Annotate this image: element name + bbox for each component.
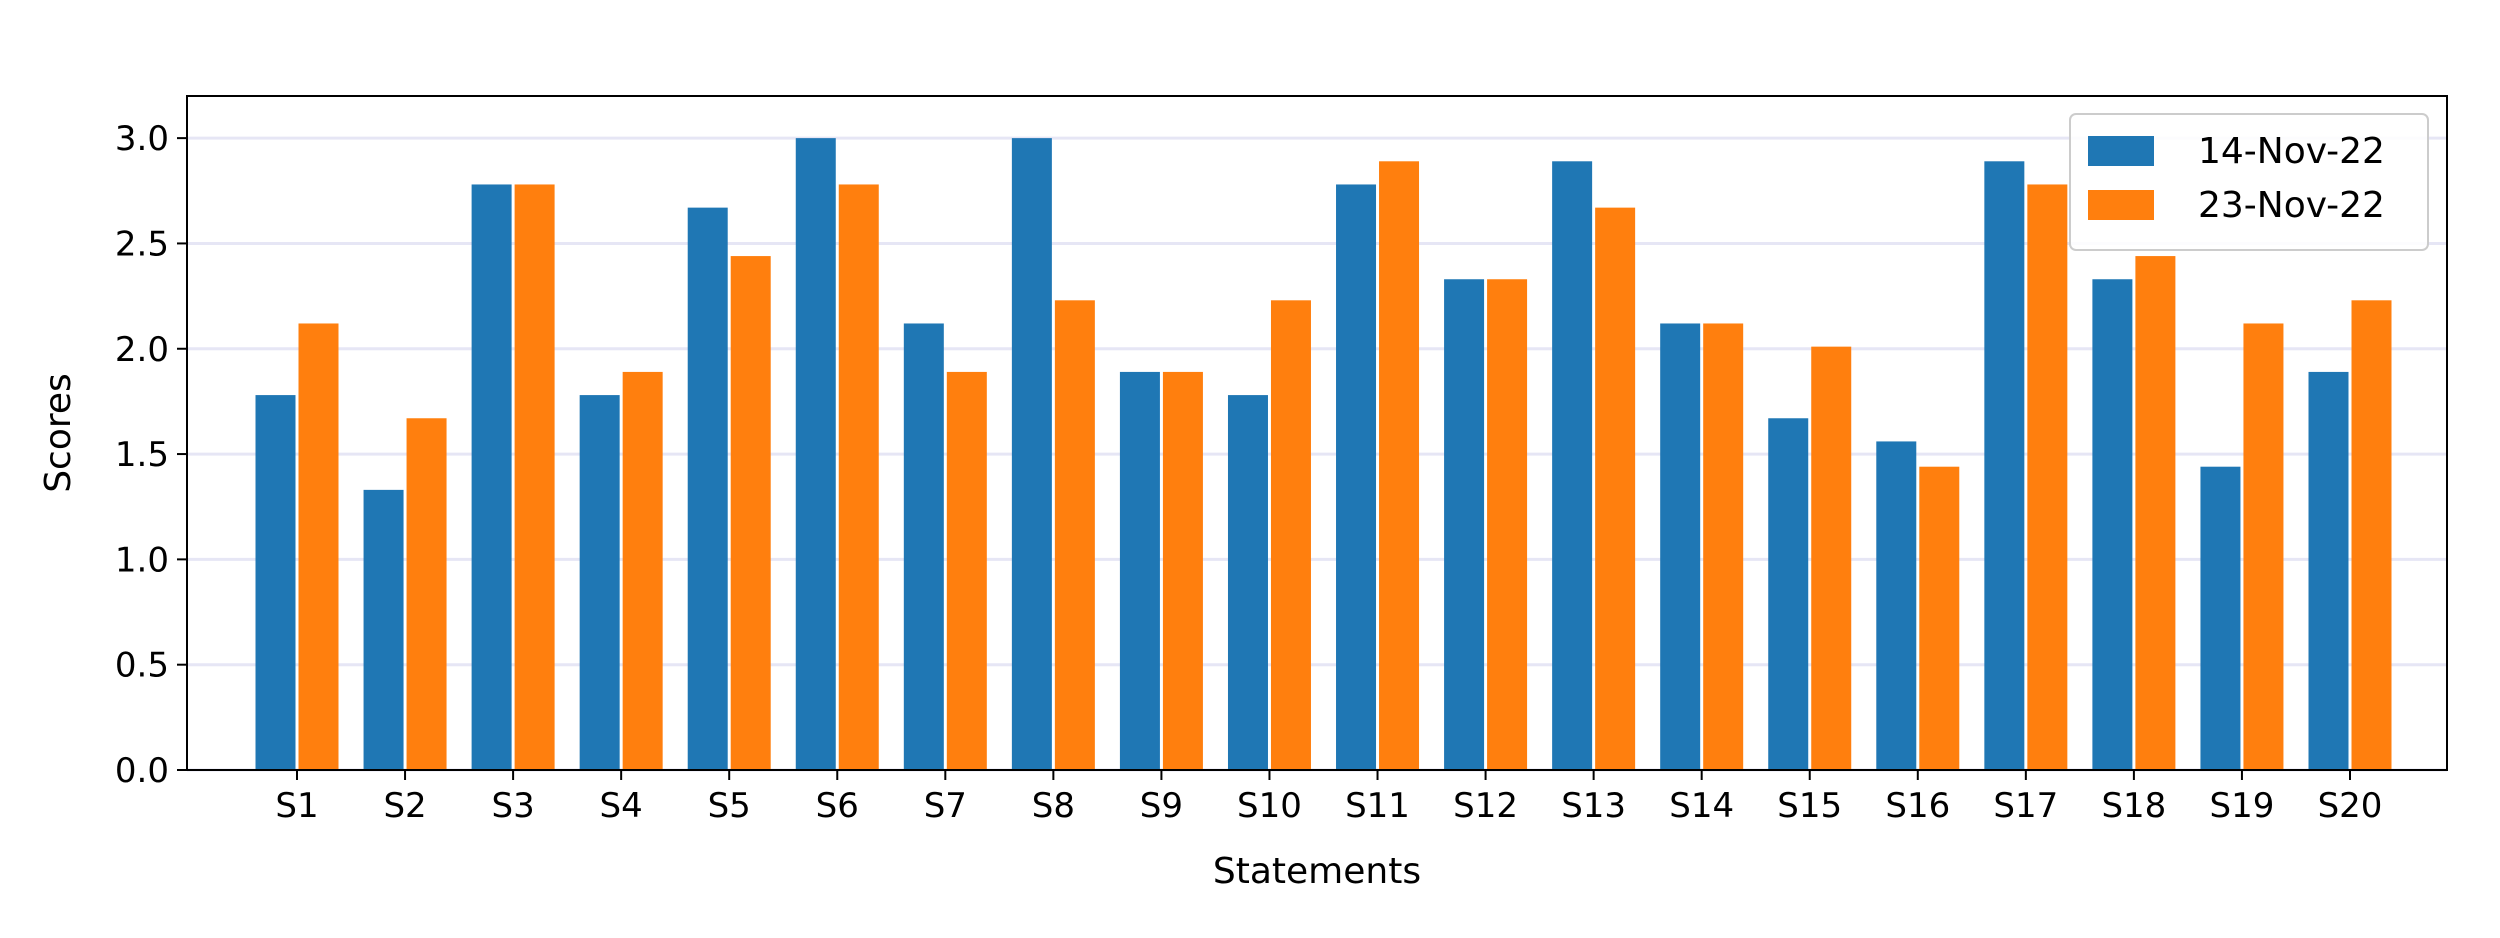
y-tick-label: 2.0 (115, 330, 169, 370)
y-tick-label: 2.5 (115, 224, 169, 264)
bar-series2-s9 (1162, 371, 1203, 770)
bar-series2-s7 (946, 371, 987, 770)
x-tick-label: S9 (1140, 786, 1183, 826)
bar-series1-s12 (1444, 279, 1485, 770)
bar-series2-s18 (2135, 256, 2176, 770)
y-tick-label: 3.0 (115, 119, 169, 159)
gridlines (187, 136, 2447, 772)
y-tick-label: 0.5 (115, 646, 169, 686)
bar-series1-s16 (1876, 441, 1917, 770)
legend: 14-Nov-22 23-Nov-22 (2069, 113, 2429, 251)
x-tick-label: S7 (924, 786, 967, 826)
bars (255, 138, 2392, 771)
x-tick-label: S17 (1993, 786, 2058, 826)
y-axis: 0.0 0.5 1.0 1.5 2.0 2.5 3.0 (115, 119, 187, 791)
x-tick-label: S15 (1777, 786, 1842, 826)
bar-series1-s4 (579, 395, 620, 770)
plot-frame (186, 95, 2448, 771)
x-tick-label: S12 (1453, 786, 1518, 826)
x-tick-label: S11 (1345, 786, 1410, 826)
bar-series2-s17 (2027, 184, 2068, 770)
bar-series1-s20 (2308, 371, 2349, 770)
x-tick-label: S16 (1885, 786, 1950, 826)
x-tick-label: S20 (2318, 786, 2383, 826)
bar-series1-s6 (795, 138, 836, 770)
bar-series2-s15 (1811, 346, 1852, 770)
bar-series1-s14 (1660, 323, 1701, 770)
bar-series1-s9 (1119, 371, 1160, 770)
x-tick-label: S8 (1032, 786, 1075, 826)
x-tick-label: S1 (275, 786, 318, 826)
bar-series2-s20 (2351, 300, 2392, 770)
bar-series2-s5 (730, 256, 771, 770)
x-tick-label: S3 (491, 786, 534, 826)
x-tick-label: S13 (1561, 786, 1626, 826)
y-axis-title: Scores (38, 373, 79, 493)
bar-series1-s17 (1984, 161, 2025, 770)
bar-series2-s13 (1595, 207, 1636, 771)
bar-series2-s16 (1919, 466, 1960, 770)
bar-series1-s18 (2092, 279, 2133, 770)
x-axis: S1 S2 S3 S4 S5 S6 S7 S8 S9 S10 S11 S12 S13 S14 S15 S16 S… (275, 770, 2382, 826)
bar-series2-s1 (298, 323, 339, 770)
legend-label: 23-Nov-22 (2198, 185, 2385, 226)
bar-series1-s15 (1768, 418, 1809, 770)
y-tick-label: 1.0 (115, 540, 169, 580)
bar-series2-s11 (1379, 161, 1420, 770)
bar-series2-s8 (1054, 300, 1095, 770)
legend-swatch (2088, 190, 2154, 220)
x-tick-label: S14 (1669, 786, 1734, 826)
bar-series1-s8 (1011, 138, 1052, 770)
bar-series2-s14 (1703, 323, 1744, 770)
x-tick-label: S10 (1237, 786, 1302, 826)
x-tick-label: S2 (383, 786, 426, 826)
bar-series2-s3 (514, 184, 555, 770)
x-axis-title: Statements (1213, 851, 1421, 892)
bar-series2-s4 (622, 371, 663, 770)
x-tick-label: S6 (816, 786, 859, 826)
bar-series1-s3 (471, 184, 512, 770)
bar-series2-s2 (406, 418, 447, 770)
x-tick-label: S5 (708, 786, 751, 826)
y-tick-label: 1.5 (115, 435, 169, 475)
bar-series2-s10 (1270, 300, 1311, 770)
bar-series2-s12 (1487, 279, 1528, 770)
bar-series2-s19 (2243, 323, 2284, 770)
bar-series1-s1 (255, 395, 296, 770)
bar-series1-s10 (1227, 395, 1268, 770)
x-tick-label: S4 (600, 786, 643, 826)
y-tick-label: 0.0 (115, 751, 169, 791)
legend-box (2069, 113, 2429, 251)
bar-series1-s19 (2200, 466, 2241, 770)
bar-series1-s5 (687, 207, 728, 771)
legend-swatch (2088, 136, 2154, 166)
bar-series1-s13 (1552, 161, 1593, 770)
x-tick-label: S18 (2101, 786, 2166, 826)
bar-series1-s7 (903, 323, 944, 770)
legend-label: 14-Nov-22 (2198, 131, 2385, 172)
bar-series1-s2 (363, 489, 404, 770)
bar-series2-s6 (838, 184, 879, 770)
bar-series1-s11 (1336, 184, 1377, 770)
x-tick-label: S19 (2210, 786, 2275, 826)
